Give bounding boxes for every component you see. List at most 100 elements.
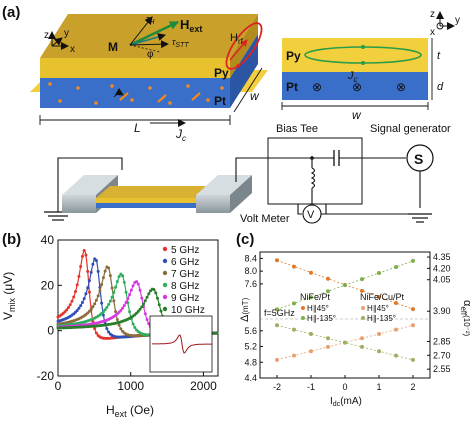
legend-marker — [162, 294, 168, 300]
thickness-t-label: t — [437, 50, 441, 62]
series-point — [103, 269, 107, 273]
series-point — [152, 288, 156, 292]
series-point — [117, 323, 121, 327]
x-tick-label: -1 — [307, 382, 315, 392]
series-point — [133, 325, 137, 329]
series-point — [89, 307, 93, 311]
series-point — [142, 302, 146, 306]
legend-label: 10 GHz — [171, 305, 205, 316]
legend-marker — [162, 306, 168, 312]
x-tick-label: 1000 — [117, 379, 144, 393]
series-point — [155, 296, 159, 300]
pt-spin-dots — [48, 82, 224, 105]
svg-text:NiFe/Cu/Pt: NiFe/Cu/Pt — [360, 292, 405, 302]
series-point — [143, 312, 147, 316]
legend-label: 9 GHz — [171, 293, 199, 304]
svg-text:H∥-135°: H∥-135° — [367, 314, 396, 323]
data-point — [292, 327, 296, 332]
precession-ellipse — [225, 22, 263, 70]
panel-a-label: (a) — [2, 4, 20, 21]
series-point — [96, 294, 100, 298]
series-point — [91, 262, 95, 266]
svg-text:H∥45°: H∥45° — [307, 304, 329, 313]
series-point — [115, 280, 119, 284]
data-point — [275, 307, 279, 312]
panel-c-label: (c) — [236, 231, 254, 248]
panel-a: (a) Hrf — [2, 4, 460, 225]
y-tick-label-right: 2.85 — [433, 336, 451, 346]
series-point — [107, 330, 111, 334]
series-point — [117, 275, 121, 279]
bias-tee-box — [267, 137, 363, 205]
chart-c-xlabel: Idc(mA) — [330, 396, 362, 408]
data-point — [411, 357, 415, 362]
tau-stt-arrow — [129, 40, 169, 49]
svg-text:H∥45°: H∥45° — [367, 304, 389, 313]
series-point — [93, 302, 97, 306]
data-point — [309, 349, 313, 354]
series-point — [145, 317, 149, 321]
series-point — [80, 300, 84, 304]
legend-label: 6 GHz — [171, 257, 199, 268]
data-point — [326, 336, 330, 341]
series-point — [128, 293, 132, 297]
series-point — [138, 307, 142, 311]
series-point — [91, 305, 95, 309]
jc-label: Jc — [175, 127, 186, 143]
data-point — [394, 264, 398, 269]
precession-dot — [236, 64, 240, 68]
series-point — [128, 310, 132, 314]
width-label: w — [250, 89, 260, 103]
series-point — [96, 269, 100, 273]
svg-text:y: y — [455, 15, 460, 26]
chart-b-xlabel: Hext (Oe) — [106, 403, 154, 419]
left-contact-front — [62, 195, 96, 213]
series-point — [84, 253, 88, 257]
cross-section-pt-label: Pt — [286, 80, 298, 94]
pt-spin-arrows — [119, 92, 201, 103]
hrf-arrow — [229, 39, 248, 61]
x-tick-label: 2000 — [190, 379, 217, 393]
data-point — [377, 349, 381, 354]
y-tick-label-right: 4.05 — [433, 275, 451, 285]
svg-text:z: z — [430, 9, 435, 20]
data-point — [343, 340, 347, 345]
series-point — [119, 308, 123, 312]
series-point — [122, 303, 126, 307]
length-label: L — [134, 121, 141, 135]
py-label: Py — [214, 66, 229, 80]
cross-section-py-label: Py — [286, 49, 301, 63]
phi-label: φ — [147, 49, 154, 60]
series-point — [119, 327, 123, 331]
fit-line — [276, 324, 414, 361]
y-tick-label: 0 — [47, 324, 54, 338]
series-point — [136, 309, 140, 313]
legend-marker — [162, 270, 168, 276]
series-point — [94, 259, 98, 263]
data-point — [411, 323, 415, 328]
hrf-label: Hrf — [230, 32, 244, 46]
data-point — [326, 344, 330, 349]
right-contact-front — [196, 195, 230, 213]
strip-pt — [96, 203, 196, 208]
m-label: M — [108, 40, 118, 54]
spin-curl-arrow — [113, 87, 124, 98]
series-point — [82, 249, 86, 253]
data-point — [360, 344, 364, 349]
right-contact-top — [196, 175, 252, 195]
x-tick-label: -2 — [273, 382, 281, 392]
series-point — [135, 280, 139, 284]
series-point — [131, 322, 135, 326]
series-point — [110, 286, 114, 290]
current-into-page-1: ⊗ — [312, 80, 322, 94]
series-point — [147, 292, 151, 296]
data-point — [377, 294, 381, 299]
series-point — [94, 298, 98, 302]
y-tick-label: -20 — [37, 369, 55, 383]
series-point — [121, 274, 125, 278]
cross-section: Py Pt ⊗ ⊗ ⊗ Jc t d w z y x — [281, 9, 460, 122]
